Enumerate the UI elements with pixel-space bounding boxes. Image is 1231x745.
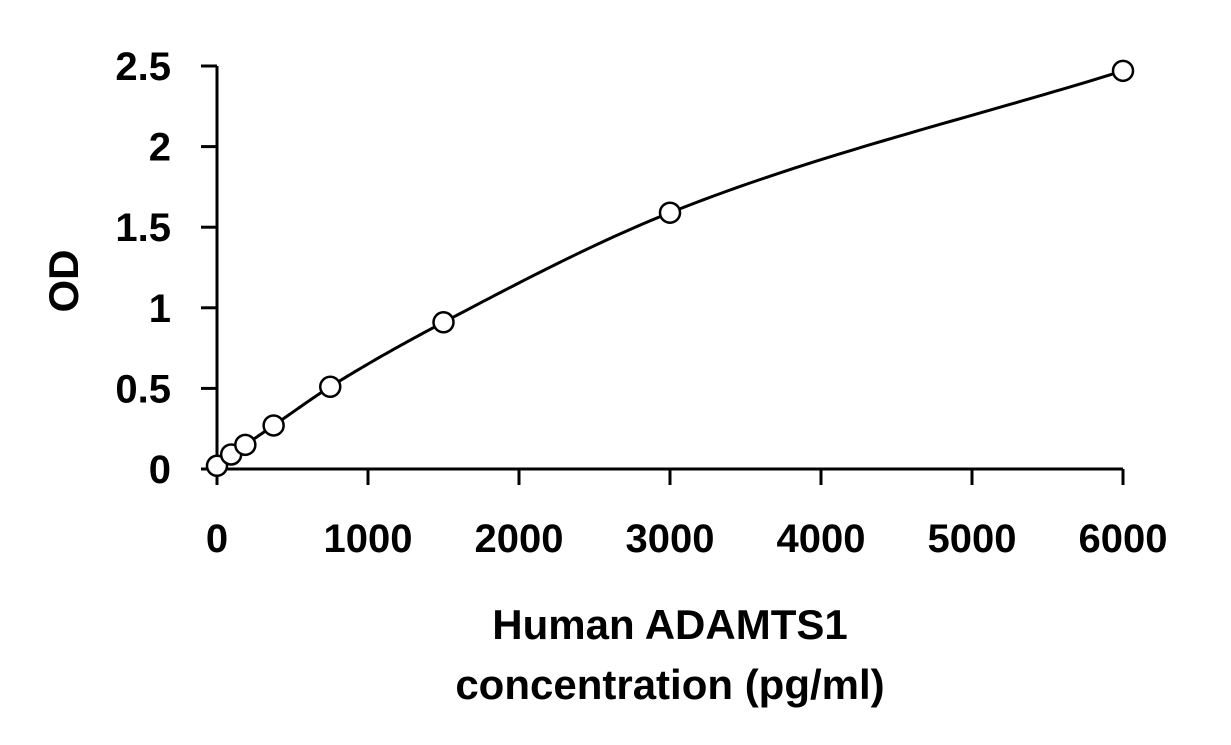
data-point — [319, 375, 342, 399]
data-point — [658, 201, 682, 224]
data-point — [234, 433, 257, 457]
x-axis-ticks: 0 1000 2000 3000 4000 5000 6000 — [206, 469, 1168, 561]
y-tick-label: 2 — [149, 126, 171, 170]
y-tick-label: 1 — [149, 287, 171, 331]
x-axis-title-line-2: concentration (pg/ml) — [455, 661, 884, 708]
x-tick-label: 1000 — [324, 517, 413, 561]
axes — [215, 66, 1123, 471]
y-tick-label: 0 — [149, 448, 171, 492]
y-tick-label: 2.5 — [115, 45, 171, 89]
x-tick-label: 3000 — [626, 517, 715, 561]
fit-curve-line — [216, 69, 1124, 467]
x-tick-label: 0 — [206, 517, 228, 561]
x-tick-label: 5000 — [928, 517, 1017, 561]
x-tick-label: 6000 — [1079, 517, 1168, 561]
y-axis-title: OD — [40, 250, 87, 313]
x-axis-title-line-1: Human ADAMTS1 — [492, 601, 847, 648]
x-tick-label: 4000 — [777, 517, 866, 561]
y-tick-label: 0.5 — [115, 367, 171, 411]
data-point — [1111, 59, 1135, 83]
x-tick-label: 2000 — [475, 517, 564, 561]
data-point — [432, 311, 455, 334]
data-point — [262, 414, 285, 437]
y-axis-ticks: 0 0.5 1 1.5 2 2.5 — [115, 45, 217, 492]
data-points — [205, 59, 1135, 478]
y-tick-label: 1.5 — [115, 206, 171, 250]
